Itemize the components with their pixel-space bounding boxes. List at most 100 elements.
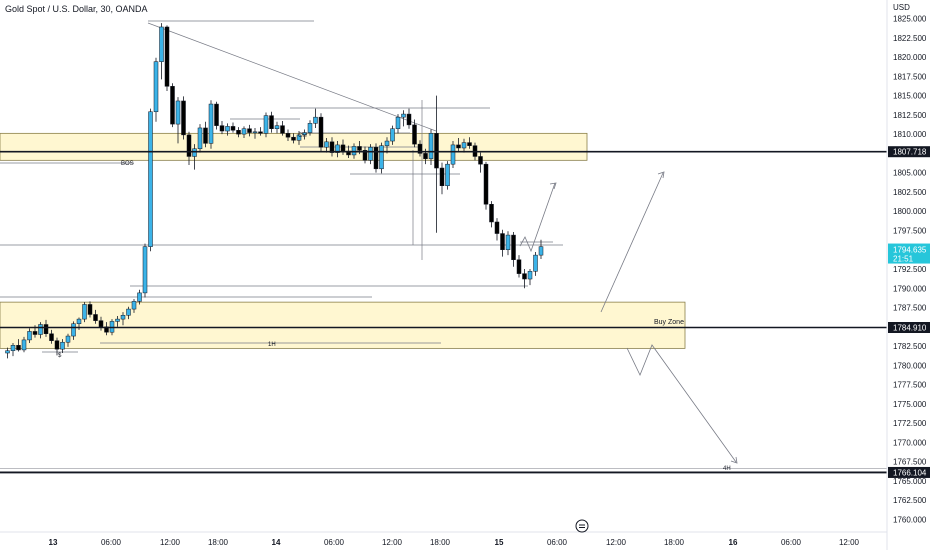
go-to-realtime-icon[interactable] — [575, 519, 589, 533]
candle-bear — [43, 324, 49, 334]
candle-bull — [263, 115, 269, 134]
candle-bull — [115, 318, 120, 322]
zones-layer — [0, 132, 686, 349]
candle-bear — [362, 150, 368, 161]
price-tick-label: 1782.500 — [893, 342, 927, 351]
price-tick-label: 1825.000 — [893, 15, 927, 24]
projection-path — [519, 182, 556, 253]
last-price-value: 1794.635 — [893, 246, 927, 255]
candle-bull — [159, 26, 164, 62]
level-price-tag — [888, 466, 930, 478]
candle-bull — [351, 146, 357, 156]
candle-bull — [142, 246, 148, 294]
time-axis: 13 06:00 12:00 18:00 14 06:00 12:00 18:00 15 06:0… — [0, 531, 887, 547]
price-tick-label: 1787.500 — [893, 304, 927, 313]
price-tick-label: 1792.500 — [893, 265, 927, 274]
candle-bull — [120, 314, 126, 320]
candle-bear — [489, 204, 494, 223]
candle-bear — [423, 153, 428, 160]
candle-bull — [428, 133, 434, 160]
candle-bull — [335, 144, 340, 153]
last-price-tag — [888, 243, 930, 264]
countdown-label: 21:51 — [893, 255, 914, 264]
candle-bull — [395, 116, 401, 129]
time-tick-label: 18:00 — [664, 538, 685, 547]
candle-bear — [49, 333, 54, 341]
candle-bear — [340, 144, 346, 152]
candle-bull — [148, 111, 153, 247]
candle-bull — [175, 100, 181, 125]
time-tick-label: 06:00 — [101, 538, 122, 547]
candle-bull — [533, 254, 538, 272]
candle-bull — [153, 61, 159, 113]
time-tick-label: 12:00 — [382, 538, 403, 547]
price-tick-label: 1812.500 — [893, 111, 927, 120]
price-tick-label: 1810.000 — [893, 130, 927, 139]
price-tick-label: 1770.000 — [893, 438, 927, 447]
candle-bull — [505, 234, 511, 250]
candle-bear — [87, 304, 93, 315]
drawing-lines-layer — [0, 20, 738, 464]
candle-bear — [285, 133, 291, 138]
candle-bull — [225, 126, 230, 132]
annotation-labels: BOS CH 1H $ Buy Zone 4H — [58, 133, 731, 472]
candle-bull — [38, 324, 43, 335]
price-tick-label: 1780.000 — [893, 361, 927, 370]
candle-bear — [439, 167, 445, 187]
level-price-value: 1807.718 — [893, 148, 927, 157]
price-tick-label: 1765.000 — [893, 477, 927, 486]
time-tick-label: 18:00 — [430, 538, 451, 547]
buy-zone-label: Buy Zone — [654, 319, 684, 326]
price-tick-label: 1775.000 — [893, 400, 927, 409]
time-tick-label: 06:00 — [781, 538, 802, 547]
candle-bull — [65, 335, 71, 343]
candle-bear — [373, 146, 379, 170]
price-tick-label: 1762.500 — [893, 496, 927, 505]
four-hour-label: 4H — [723, 466, 731, 472]
candle-bull — [126, 308, 131, 316]
candle-bear — [483, 163, 489, 205]
candle-bear — [269, 115, 274, 129]
price-tick-label: 1805.000 — [893, 169, 927, 178]
ch-label: CH — [298, 133, 307, 139]
candle-bull — [197, 127, 203, 150]
candle-bull — [445, 163, 450, 187]
candle-bull — [274, 125, 280, 129]
candle-bear — [522, 273, 527, 280]
candle-bear — [98, 320, 104, 328]
level-price-value: 1766.104 — [893, 468, 927, 477]
candle-bear — [318, 116, 324, 148]
candle-bull — [192, 148, 197, 157]
candle-bear — [236, 130, 241, 135]
candle-bear — [406, 113, 412, 126]
candle-bull — [10, 345, 16, 351]
trend-line — [147, 22, 437, 132]
candle-bear — [511, 234, 516, 261]
candle-bear — [280, 125, 285, 134]
candle-bear — [32, 331, 38, 335]
dollar-label: $ — [58, 353, 62, 359]
time-tick-label: 14 — [272, 538, 281, 547]
price-tick-label: 1802.500 — [893, 188, 927, 197]
arrow-head-icon — [549, 182, 557, 190]
candle-bull — [368, 146, 373, 161]
candle-bull — [384, 140, 390, 146]
time-tick-label: 12:00 — [606, 538, 627, 547]
candle-bull — [296, 134, 302, 141]
time-tick-label: 12:00 — [160, 538, 181, 547]
candle-bear — [203, 127, 208, 144]
candle-bear — [291, 136, 296, 141]
candle-bear — [329, 141, 335, 153]
level-price-tag — [888, 322, 930, 334]
price-tick-label: 1815.000 — [893, 92, 927, 101]
candle-bear — [214, 103, 219, 126]
level-price-value: 1784.910 — [893, 324, 927, 333]
candle-bear — [54, 340, 60, 350]
candle-bull — [527, 271, 533, 280]
level-price-tag — [888, 146, 930, 158]
price-tick-label: 1820.000 — [893, 53, 927, 62]
time-tick-label: 06:00 — [324, 538, 345, 547]
projection-path — [600, 172, 664, 313]
